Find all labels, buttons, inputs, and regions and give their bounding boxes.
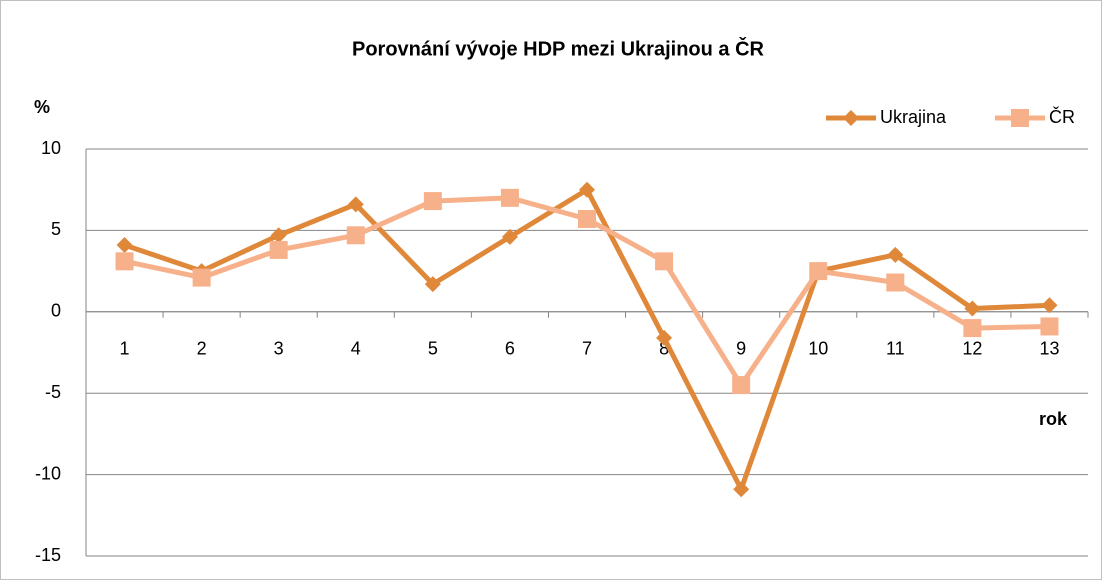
data-point	[269, 240, 288, 259]
data-point	[655, 252, 674, 271]
x-tick-label: 5	[428, 339, 438, 359]
data-point	[579, 181, 595, 198]
data-point	[500, 188, 519, 207]
legend-label: ČR	[1049, 106, 1075, 127]
x-tick-label: 11	[886, 339, 905, 359]
y-tick-label: 0	[51, 301, 61, 321]
x-tick-label: 13	[1039, 339, 1059, 359]
data-point	[964, 300, 981, 317]
data-point	[347, 196, 364, 213]
data-point	[963, 319, 982, 338]
x-tick-label: 3	[274, 339, 284, 359]
data-point	[886, 273, 905, 292]
data-point	[656, 329, 673, 346]
x-tick-label: 8	[659, 339, 669, 359]
x-tick-label: 12	[962, 339, 982, 359]
data-point	[1041, 297, 1058, 314]
data-point	[270, 227, 287, 244]
x-tick-label: 6	[505, 339, 515, 359]
data-point	[424, 276, 441, 293]
x-tick-label: 4	[351, 339, 361, 359]
data-point	[733, 481, 750, 498]
chart-title: Porovnání vývoje HDP mezi Ukrajinou a ČR	[352, 36, 765, 60]
data-point	[501, 228, 518, 245]
data-point	[116, 237, 133, 254]
data-point	[115, 252, 134, 271]
data-point	[423, 192, 442, 211]
x-tick-label: 7	[582, 339, 592, 359]
data-point	[732, 376, 751, 395]
legend-marker	[1011, 109, 1029, 127]
legend-marker	[843, 110, 859, 126]
y-tick-label: 5	[51, 219, 61, 239]
legend-label: Ukrajina	[880, 107, 947, 127]
data-point	[346, 226, 365, 245]
data-point	[809, 262, 828, 281]
x-tick-label: 2	[197, 339, 207, 359]
data-point	[1040, 317, 1059, 336]
x-axis-label: rok	[1039, 409, 1068, 429]
y-tick-label: -5	[45, 382, 61, 402]
y-tick-label: -15	[35, 545, 61, 565]
y-axis-label: %	[34, 97, 50, 117]
y-tick-label: 10	[41, 138, 61, 158]
data-point	[887, 246, 904, 263]
y-tick-label: -10	[35, 463, 61, 483]
x-tick-label: 10	[808, 339, 828, 359]
data-point	[192, 268, 211, 287]
x-tick-label: 1	[120, 339, 130, 359]
data-point	[578, 210, 596, 229]
x-tick-label: 9	[736, 339, 746, 359]
